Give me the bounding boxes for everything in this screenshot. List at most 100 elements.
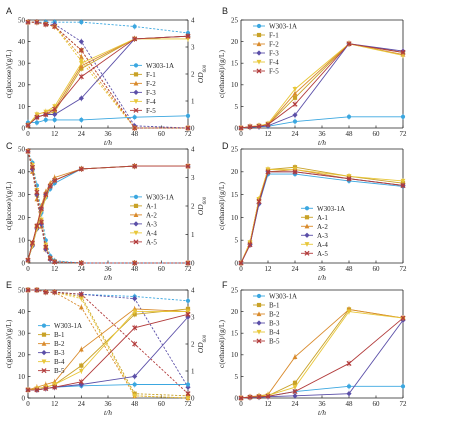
ethanol-point (400, 114, 406, 119)
y-axis-label: c(glucose)/(g/L) (4, 181, 13, 230)
legend-marker (304, 250, 310, 256)
x-tick-label: 48 (131, 400, 139, 408)
x-tick-label: 60 (158, 265, 166, 273)
x-axis-label: t/h (318, 273, 326, 282)
legend-marker (256, 50, 262, 56)
ethanol-line-f-4 (240, 43, 404, 129)
ethanol-line-f-5 (240, 43, 404, 129)
ethanol-point (256, 123, 262, 129)
od-point (43, 192, 49, 198)
od-line-a-2 (27, 165, 188, 261)
legend-marker (41, 350, 47, 356)
legend-marker (133, 107, 139, 113)
od-point (25, 257, 31, 263)
y2-tick-label: 3 (191, 174, 195, 182)
glucose-line-a-1 (27, 151, 188, 264)
ethanol-point (292, 385, 298, 390)
legend-label: F-1 (269, 32, 279, 40)
glucose-point (29, 164, 35, 170)
od-point (52, 177, 58, 183)
legend-marker (304, 206, 310, 211)
ethanol-point (247, 394, 253, 400)
legend-label: W303-1A (317, 205, 345, 213)
glucose-line-f-1 (28, 21, 188, 129)
legend-marker (133, 89, 139, 95)
legend-label: W303-1A (146, 193, 174, 201)
od-point (79, 363, 84, 368)
x-tick-label: 0 (26, 265, 30, 273)
y2-tick-label: 0 (191, 259, 195, 267)
ethanol-line-f-1 (240, 43, 404, 129)
ethanol-point (238, 125, 244, 131)
legend-label: F-5 (269, 68, 279, 76)
glucose-point (34, 287, 40, 293)
od-line-b-5 (28, 313, 189, 391)
glucose-line-a-5 (27, 151, 188, 264)
chart-panel-e: E0 12 24 36 48 60 720102030405001234t/hc(gluco… (4, 280, 208, 417)
x-tick-label: 12 (265, 400, 273, 408)
ethanol-line-f-3 (240, 43, 404, 129)
legend-marker (133, 230, 139, 236)
x-tick-label: 24 (78, 130, 86, 138)
glucose-point (25, 148, 31, 154)
legend-marker (41, 368, 47, 374)
od-point (34, 223, 40, 229)
y-tick-label: 30 (18, 60, 26, 68)
od-point (132, 309, 138, 315)
y-tick-label: 20 (231, 38, 239, 46)
ethanol-point (292, 119, 298, 124)
legend-marker (256, 302, 262, 308)
y2-tick-label: 3 (191, 313, 195, 321)
y-tick-label: 50 (18, 16, 26, 24)
x-tick-label: 60 (373, 265, 381, 273)
glucose-point (47, 255, 53, 261)
glucose-point (78, 260, 84, 266)
legend: W303-1AF-1F-2F-3F-4F-5 (253, 23, 297, 76)
glucose-point (132, 260, 138, 266)
panel-letter: E (6, 280, 12, 290)
ethanol-point (346, 309, 352, 315)
y2-axis-label: OD600 (196, 64, 208, 83)
legend-marker (41, 359, 47, 365)
ethanol-point (292, 112, 298, 118)
legend-label: F-2 (146, 80, 156, 88)
panel-letter: B (222, 6, 228, 16)
legend-label: F-5 (146, 107, 156, 115)
glucose-point (43, 21, 49, 27)
y-tick-label: 25 (231, 16, 239, 24)
od-point (52, 111, 58, 118)
glucose-line-f-2 (28, 21, 188, 129)
ethanol-point (400, 315, 406, 321)
x-tick-label: 48 (346, 130, 354, 138)
legend-label: A-1 (317, 214, 328, 222)
y2-axis-label: OD600 (196, 196, 208, 215)
od-point (132, 115, 137, 120)
y-tick-label: 5 (235, 103, 239, 111)
legend-label: B-1 (54, 331, 65, 339)
legend-label: W303-1A (54, 322, 82, 330)
x-tick-label: 24 (78, 265, 86, 273)
ethanol-point (265, 122, 271, 128)
glucose-point (38, 219, 44, 225)
y2-tick-label: 2 (191, 340, 195, 348)
od-line-a-5 (27, 165, 188, 261)
x-tick-label: 12 (265, 265, 273, 273)
od-point (34, 114, 40, 120)
x-tick-label: 72 (185, 130, 193, 138)
glucose-line-b-1 (28, 289, 189, 397)
od-point (132, 325, 138, 331)
legend: W303-1AA-1A-2A-3A-4A-5 (301, 205, 345, 258)
legend-marker (304, 215, 310, 220)
y-tick-label: 0 (22, 394, 26, 402)
ethanol-point (265, 169, 271, 175)
od-point (43, 111, 49, 118)
x-axis-label: t/h (318, 408, 326, 417)
ethanol-point (247, 242, 253, 248)
y-axis-label: c(ethanol)/(g/L) (217, 320, 226, 368)
x-tick-label: 12 (265, 130, 273, 138)
x-tick-label: 48 (131, 265, 139, 273)
y2-tick-label: 1 (191, 97, 195, 105)
glucose-point (78, 47, 84, 53)
x-tick-label: 36 (105, 265, 113, 273)
y-tick-label: 10 (18, 237, 26, 245)
